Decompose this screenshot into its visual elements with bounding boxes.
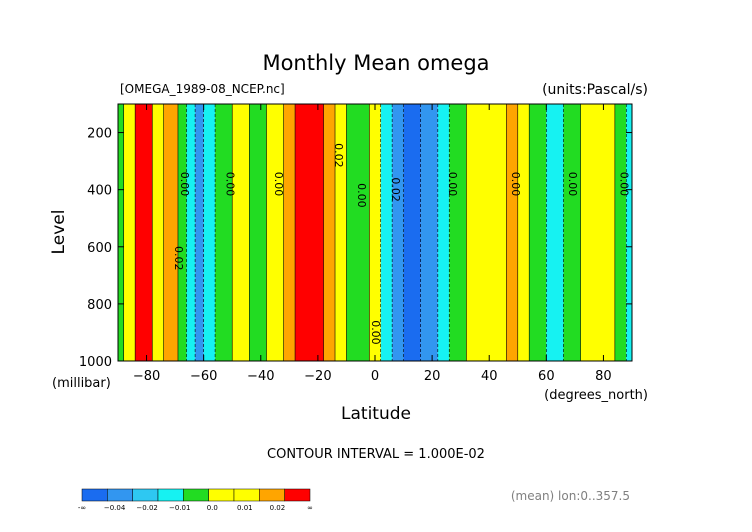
contour-label: 0.00 bbox=[618, 172, 631, 197]
contour-labels: 0.00 0.00 0.00 0.02 0.00 0.02 0.00 0.00 0.00 0.00… bbox=[172, 143, 630, 345]
file-label: [OMEGA_1989-08_NCEP.nc] bbox=[120, 82, 285, 96]
plot-area bbox=[118, 104, 632, 361]
x-tick-label: 40 bbox=[481, 369, 498, 384]
contour-band bbox=[626, 104, 632, 361]
contour-interval-label: CONTOUR INTERVAL = 1.000E-02 bbox=[267, 447, 485, 462]
x-tick-label: −20 bbox=[304, 369, 331, 384]
footer-note: (mean) lon:0..357.5 bbox=[511, 489, 630, 503]
x-tick-label: −60 bbox=[190, 369, 217, 384]
x-tick-label: 0 bbox=[371, 369, 379, 384]
contour-band bbox=[163, 104, 178, 361]
x-axis: −80 −60 −40 −20 0 20 40 60 80 bbox=[133, 104, 612, 384]
y-axis: 200 400 600 800 1000 bbox=[79, 127, 632, 370]
colorbar-label: 0.0 bbox=[207, 504, 218, 512]
contour-label: 0.00 bbox=[369, 320, 382, 345]
contour-band bbox=[249, 104, 267, 361]
contour-band bbox=[152, 104, 164, 361]
contour-label: 0.02 bbox=[389, 177, 402, 202]
x-axis-label: Latitude bbox=[341, 404, 411, 424]
y-tick-label: 1000 bbox=[79, 355, 112, 370]
contour-band bbox=[437, 104, 450, 361]
contour-band bbox=[203, 104, 216, 361]
colorbar-swatch bbox=[208, 488, 235, 502]
x-tick-label: −80 bbox=[133, 369, 160, 384]
contour-band bbox=[614, 104, 627, 361]
chart-title: Monthly Mean omega bbox=[262, 51, 489, 75]
contour-label: 0.00 bbox=[224, 172, 237, 197]
y-tick-label: 600 bbox=[87, 241, 112, 256]
y-tick-label: 200 bbox=[87, 127, 112, 142]
contour-band bbox=[392, 104, 404, 361]
contour-band bbox=[195, 104, 204, 361]
colorbar-swatch bbox=[259, 488, 285, 502]
contour-band bbox=[563, 104, 581, 361]
units-label: (units:Pascal/s) bbox=[542, 82, 648, 98]
colorbar-label: -∞ bbox=[78, 504, 86, 512]
contour-band bbox=[323, 104, 336, 361]
y-tick-label: 800 bbox=[87, 298, 112, 313]
contour-band bbox=[546, 104, 564, 361]
contour-band bbox=[517, 104, 530, 361]
colorbar: -∞ −0.04 −0.02 −0.01 0.0 0.01 0.02 ∞ bbox=[78, 488, 313, 512]
contour-band bbox=[283, 104, 296, 361]
colorbar-label: −0.04 bbox=[104, 504, 126, 512]
contour-band bbox=[449, 104, 467, 361]
contour-band bbox=[506, 104, 518, 361]
contour-band bbox=[403, 104, 421, 361]
contour-label: 0.02 bbox=[172, 246, 185, 271]
contour-band bbox=[335, 104, 347, 361]
colorbar-swatch bbox=[233, 488, 260, 502]
x-tick-label: 60 bbox=[538, 369, 555, 384]
colorbar-swatch bbox=[183, 488, 209, 502]
colorbar-swatch bbox=[157, 488, 184, 502]
y-units-label: (millibar) bbox=[52, 376, 111, 391]
y-tick-label: 400 bbox=[87, 184, 112, 199]
contour-band bbox=[266, 104, 284, 361]
contour-band bbox=[118, 104, 124, 361]
contour-label: 0.00 bbox=[566, 172, 579, 197]
contour-label: 0.00 bbox=[355, 183, 368, 208]
contour-band bbox=[369, 104, 381, 361]
contour-lines bbox=[123, 104, 627, 361]
contour-band bbox=[380, 104, 393, 361]
colorbar-swatch bbox=[107, 488, 133, 502]
colorbar-label: ∞ bbox=[307, 504, 313, 512]
x-tick-label: 20 bbox=[424, 369, 441, 384]
x-tick-label: −40 bbox=[247, 369, 274, 384]
contour-band bbox=[420, 104, 438, 361]
contour-band bbox=[232, 104, 250, 361]
contour-band bbox=[177, 104, 187, 361]
contour-label: 0.00 bbox=[178, 172, 191, 197]
colorbar-label: −0.02 bbox=[136, 504, 157, 512]
y-axis-label: Level bbox=[49, 210, 69, 255]
contour-label: 0.00 bbox=[446, 172, 459, 197]
contour-label: 0.00 bbox=[509, 172, 522, 197]
x-units-label: (degrees_north) bbox=[544, 388, 648, 403]
contour-band bbox=[186, 104, 196, 361]
contour-label: 0.02 bbox=[332, 143, 345, 168]
colorbar-label: −0.01 bbox=[169, 504, 190, 512]
colorbar-label: 0.02 bbox=[270, 504, 286, 512]
colorbar-label: 0.01 bbox=[237, 504, 253, 512]
colorbar-swatch bbox=[284, 488, 311, 502]
contour-label: 0.00 bbox=[272, 172, 285, 197]
contour-band bbox=[580, 104, 615, 361]
contour-band bbox=[295, 104, 324, 361]
contour-band bbox=[529, 104, 547, 361]
contour-band bbox=[215, 104, 233, 361]
contour-band bbox=[466, 104, 507, 361]
x-tick-label: 80 bbox=[595, 369, 612, 384]
contour-band bbox=[346, 104, 370, 361]
contour-band bbox=[123, 104, 136, 361]
colorbar-swatch bbox=[81, 488, 108, 502]
contour-band bbox=[135, 104, 153, 361]
colorbar-swatch bbox=[132, 488, 159, 502]
